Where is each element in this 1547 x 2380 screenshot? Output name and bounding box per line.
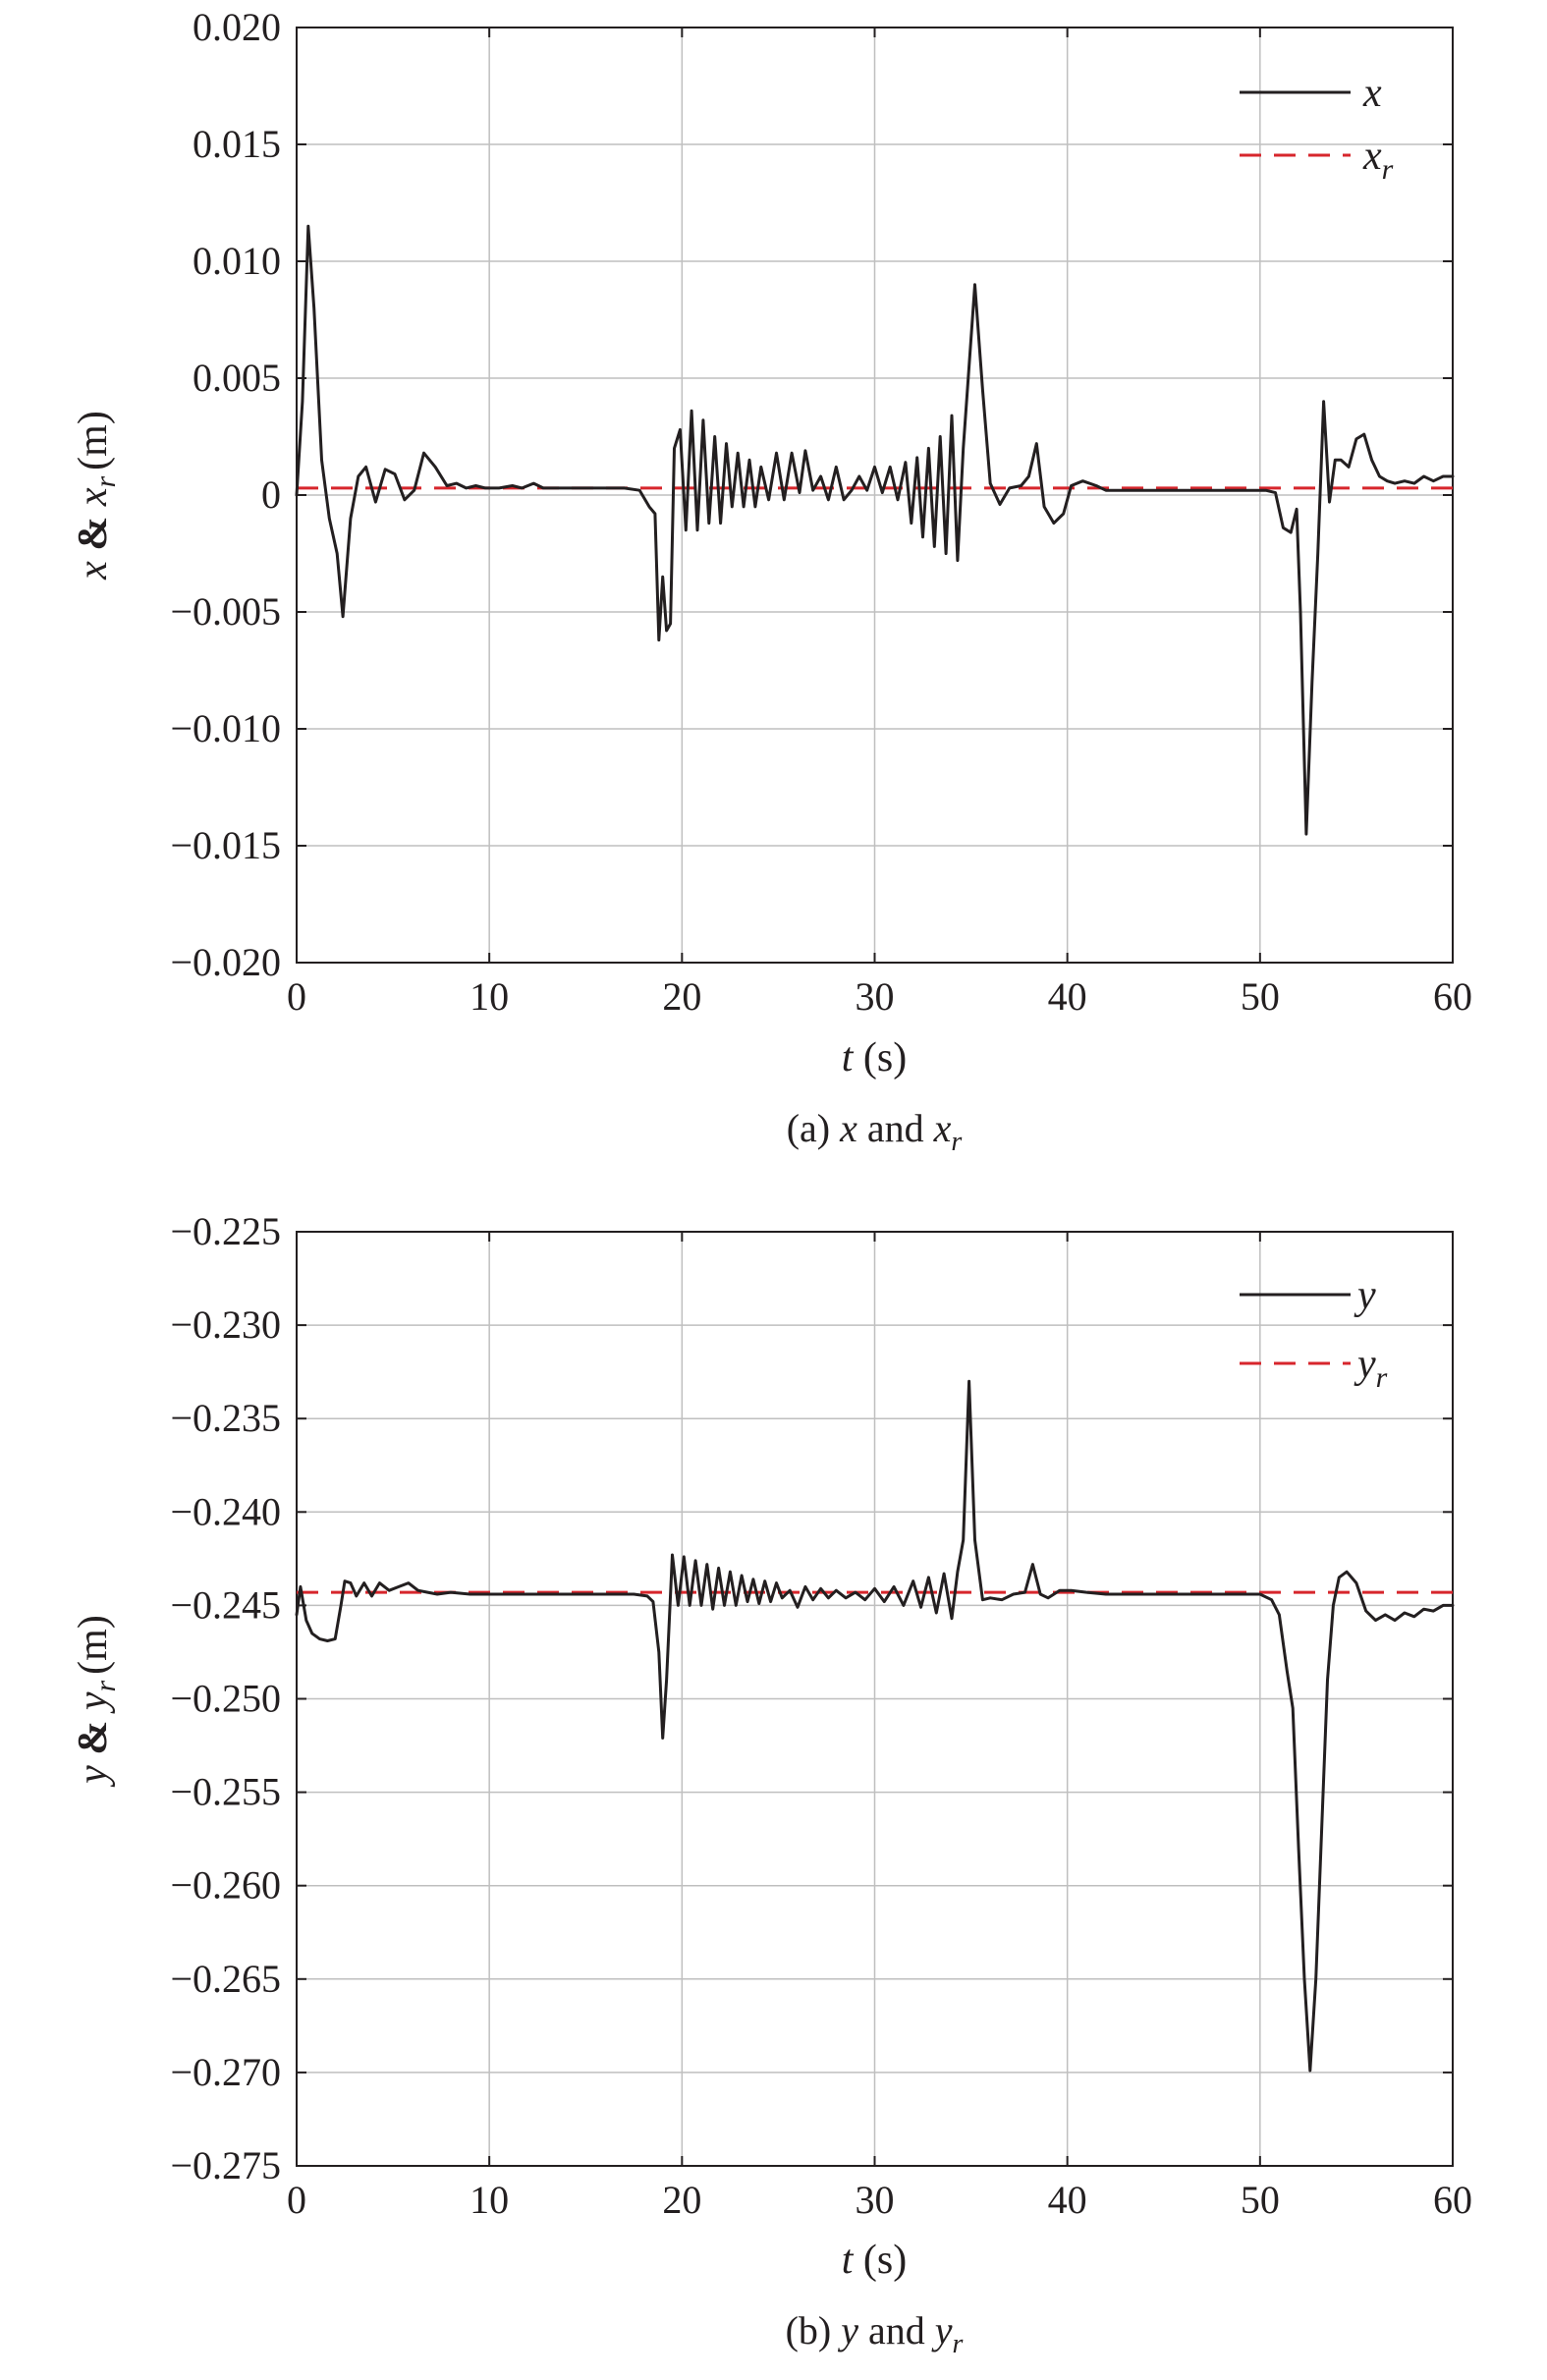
panel-a-grid [297, 28, 1453, 963]
panel-a-x-ticks: 0 10 20 30 40 50 60 [287, 28, 1472, 1019]
a-ylabel-ref: x [71, 487, 116, 507]
x-tick-label: 10 [470, 2178, 509, 2222]
legend-xr-sub: r [1382, 153, 1394, 186]
b-ylabel-ref-sub: r [89, 1681, 122, 1692]
b-ylabel-unit: (m) [71, 1615, 116, 1675]
b-cap-ref-sub: r [953, 2329, 964, 2359]
y-tick-label: −0.240 [170, 1489, 281, 1533]
panel-a-y-axis-label: x & xr(m) [71, 411, 122, 581]
x-tick-label: 40 [1048, 974, 1087, 1019]
y-tick-label: −0.275 [170, 2143, 281, 2187]
panel-a: 0 10 20 30 40 50 60 0.020 0.015 0.010 0.005 0 −0.00… [71, 5, 1472, 1157]
y-tick-label: 0.005 [193, 356, 281, 400]
x-tick-label: 60 [1433, 974, 1472, 1019]
panel-b-legend: y yr [1240, 1273, 1388, 1394]
panel-a-legend: x xr [1240, 71, 1394, 186]
y-tick-label: −0.245 [170, 1582, 281, 1627]
x-tick-label: 40 [1048, 2178, 1087, 2222]
y-tick-label: 0.015 [193, 122, 281, 166]
panel-b: 0 10 20 30 40 50 60 −0.225−0.230−0.235−0.240−0… [71, 1209, 1472, 2359]
series-line-y [295, 1379, 1455, 2073]
panel-b-y-ticks: −0.225 −0.230 −0.235 −0.240 −0.245 −0.250 −0.2… [170, 1209, 1453, 2187]
x-tick-label: 30 [856, 974, 895, 1019]
legend-yr-label: yr [1354, 1342, 1388, 1394]
a-cap-ref-sub: r [951, 1127, 962, 1157]
legend-x-label: x [1362, 71, 1382, 116]
panel-b-x-ticks: 0 10 20 30 40 50 60 [287, 1232, 1472, 2222]
x-tick-label: 20 [662, 974, 701, 1019]
a-cap-var: x [839, 1106, 857, 1150]
panel-a-caption: (a) x and xr [787, 1106, 963, 1157]
x-tick-label: 30 [856, 2178, 895, 2222]
y-tick-label: −0.265 [170, 1957, 281, 2001]
b-cap-ref: y [931, 2308, 953, 2352]
x-tick-label: 10 [470, 974, 509, 1019]
y-tick-label: −0.020 [170, 940, 281, 984]
b-xlabel-unit: (s) [863, 2238, 907, 2283]
panel-b-grid [297, 1232, 1453, 2166]
y-tick-label: −0.230 [170, 1302, 281, 1347]
a-cap-prefix: (a) [787, 1106, 830, 1150]
legend-y-label: y [1354, 1273, 1376, 1318]
y-tick-label: 0.020 [193, 5, 281, 49]
y-tick-label: −0.235 [170, 1396, 281, 1440]
b-ylabel-ref: y [71, 1691, 116, 1714]
a-xlabel-unit: (s) [863, 1035, 907, 1080]
x-tick-label: 60 [1433, 2178, 1472, 2222]
y-tick-label: −0.270 [170, 2050, 281, 2094]
panel-b-lines [295, 1379, 1455, 2073]
x-tick-label: 0 [287, 974, 306, 1019]
y-tick-label: −0.225 [170, 1209, 281, 1253]
legend-yr-sub: r [1376, 1361, 1388, 1394]
y-tick-label: −0.250 [170, 1677, 281, 1721]
panel-b-x-axis-label: t (s) [842, 2238, 908, 2283]
panel-a-x-axis-label: t (s) [842, 1035, 908, 1080]
legend-yr-var: y [1354, 1342, 1376, 1387]
x-tick-label: 0 [287, 2178, 306, 2222]
b-cap-var: y [837, 2308, 858, 2352]
legend-xr-label: xr [1362, 134, 1394, 186]
y-tick-label: 0.010 [193, 239, 281, 283]
b-ylabel-var: y [71, 1765, 116, 1788]
y-tick-label: 0 [261, 472, 281, 517]
a-ylabel-unit: (m) [71, 411, 116, 470]
a-xlabel-var: t [842, 1035, 855, 1080]
a-ylabel-var: x [71, 561, 116, 581]
legend-xr-var: x [1362, 134, 1382, 179]
a-ylabel-ref-sub: r [89, 476, 122, 488]
y-tick-label: −0.010 [170, 706, 281, 750]
b-cap-prefix: (b) [786, 2308, 832, 2352]
panel-b-caption: (b) y and yr [786, 2308, 964, 2359]
b-ylabel-amp: & [71, 1721, 116, 1755]
x-tick-label: 50 [1241, 2178, 1280, 2222]
y-tick-label: −0.255 [170, 1770, 281, 1814]
x-tick-label: 50 [1241, 974, 1280, 1019]
x-tick-label: 20 [662, 2178, 701, 2222]
y-tick-label: −0.015 [170, 823, 281, 867]
y-tick-label: −0.260 [170, 1863, 281, 1908]
panel-b-y-axis-label: y & yr(m) [71, 1615, 122, 1788]
a-cap-and: and [867, 1106, 924, 1150]
b-cap-and: and [868, 2308, 925, 2352]
panel-a-lines [295, 224, 1455, 836]
y-tick-label: −0.005 [170, 589, 281, 634]
b-xlabel-var: t [842, 2238, 855, 2283]
a-ylabel-amp: & [71, 517, 116, 551]
series-line-x [295, 224, 1455, 836]
panel-a-y-ticks: 0.020 0.015 0.010 0.005 0 −0.005 −0.010 −0.015 −… [170, 5, 1453, 984]
a-cap-ref: x [933, 1106, 952, 1150]
